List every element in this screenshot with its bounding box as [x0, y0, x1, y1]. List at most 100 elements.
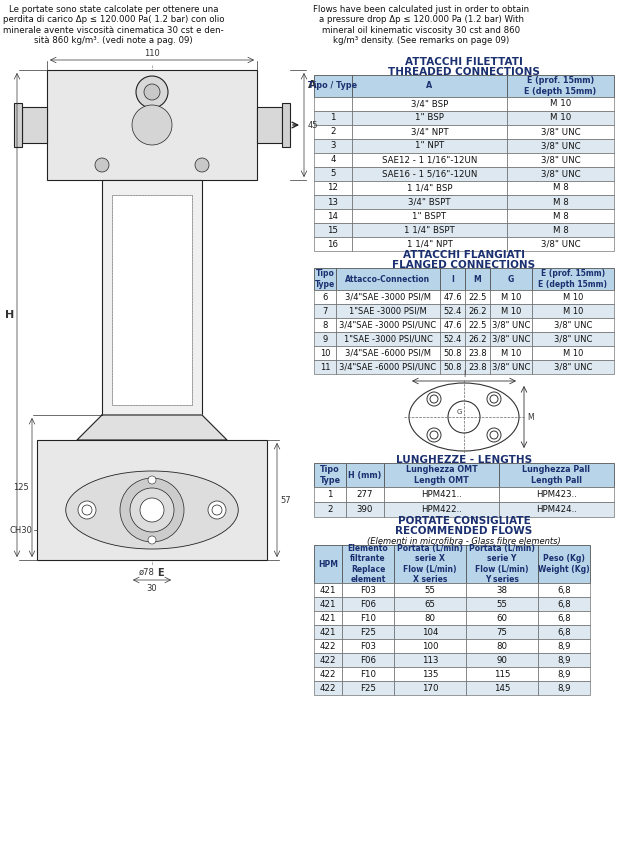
Text: I: I	[451, 274, 454, 284]
Bar	[532, 304, 614, 318]
Text: M 8: M 8	[552, 211, 569, 221]
Text: 6: 6	[323, 292, 328, 302]
Bar	[352, 75, 507, 97]
Bar	[490, 332, 532, 346]
Text: 5: 5	[330, 169, 336, 179]
Bar	[314, 653, 342, 667]
Text: G: G	[457, 409, 462, 415]
Text: 75: 75	[496, 628, 507, 636]
Text: THREADED CONNECTIONS: THREADED CONNECTIONS	[388, 67, 540, 77]
Text: 23.8: 23.8	[468, 349, 487, 357]
Text: Flows have been calculated just in order to obtain
a pressure drop Δp ≤ 120.000 : Flows have been calculated just in order…	[313, 5, 529, 45]
Text: 3/8" UNC: 3/8" UNC	[554, 363, 592, 372]
Bar	[37, 440, 267, 560]
Text: 1 1/4" BSPT: 1 1/4" BSPT	[404, 226, 455, 234]
Text: 15: 15	[328, 226, 339, 234]
Circle shape	[427, 392, 441, 406]
Bar	[342, 611, 394, 625]
Bar	[394, 545, 466, 583]
Bar	[352, 139, 507, 153]
Bar	[532, 290, 614, 304]
Text: 8,9: 8,9	[557, 656, 571, 664]
Bar	[466, 667, 538, 681]
Text: 3/8" UNC: 3/8" UNC	[492, 363, 530, 372]
Bar	[466, 625, 538, 639]
Bar	[314, 360, 336, 374]
Bar	[314, 545, 342, 583]
Text: 8,9: 8,9	[557, 683, 571, 693]
Text: 57: 57	[280, 496, 290, 504]
Bar	[102, 180, 202, 415]
Text: 3/4" BSP: 3/4" BSP	[411, 99, 448, 109]
Text: A: A	[308, 80, 316, 90]
Text: 8,9: 8,9	[557, 641, 571, 651]
Bar	[440, 360, 465, 374]
Text: 22.5: 22.5	[468, 292, 487, 302]
Bar	[352, 125, 507, 139]
Bar	[538, 611, 590, 625]
Bar	[342, 681, 394, 695]
Circle shape	[487, 392, 501, 406]
Text: 135: 135	[421, 669, 438, 679]
Text: 1: 1	[330, 114, 336, 122]
Bar	[440, 304, 465, 318]
Text: 8,9: 8,9	[557, 669, 571, 679]
Circle shape	[212, 505, 222, 515]
Bar	[346, 502, 384, 517]
Text: F06: F06	[360, 599, 376, 609]
Bar	[314, 639, 342, 653]
Bar	[466, 639, 538, 653]
Text: Tipo
Type: Tipo Type	[315, 269, 335, 289]
Circle shape	[148, 476, 156, 484]
Text: 47.6: 47.6	[443, 292, 462, 302]
Bar	[336, 268, 440, 290]
Bar	[507, 181, 614, 195]
Text: LUNGHEZZE - LENGTHS: LUNGHEZZE - LENGTHS	[396, 455, 532, 465]
Bar	[314, 332, 336, 346]
Bar	[346, 487, 384, 502]
Text: 3/4"SAE -3000 PSI/UNC: 3/4"SAE -3000 PSI/UNC	[339, 321, 436, 329]
Bar	[394, 597, 466, 611]
Text: SAE12 - 1 1/16"-12UN: SAE12 - 1 1/16"-12UN	[382, 156, 477, 164]
Text: 3/4"SAE -6000 PSI/UNC: 3/4"SAE -6000 PSI/UNC	[339, 363, 436, 372]
Bar	[465, 360, 490, 374]
Circle shape	[430, 395, 438, 403]
Bar	[384, 463, 499, 487]
Bar	[14, 103, 22, 147]
Text: Tipo / Type: Tipo / Type	[308, 81, 358, 91]
Bar	[507, 139, 614, 153]
Text: F10: F10	[360, 614, 376, 622]
Text: 3/4"SAE -3000 PSI/M: 3/4"SAE -3000 PSI/M	[345, 292, 431, 302]
Bar	[314, 97, 352, 111]
Bar	[532, 360, 614, 374]
Text: 115: 115	[494, 669, 510, 679]
Bar	[314, 223, 352, 237]
Text: A: A	[426, 81, 433, 91]
Bar	[314, 346, 336, 360]
Text: ATTACCHI FLANGIATI: ATTACCHI FLANGIATI	[403, 250, 525, 260]
Text: 60: 60	[496, 614, 507, 622]
Text: 2: 2	[328, 505, 332, 514]
Text: 50.8: 50.8	[443, 349, 462, 357]
Bar	[314, 583, 342, 597]
Text: 14: 14	[328, 211, 339, 221]
Bar	[314, 167, 352, 181]
Text: Tipo
Type: Tipo Type	[320, 465, 341, 485]
Bar	[336, 332, 440, 346]
Text: M 10: M 10	[550, 99, 571, 109]
Bar	[440, 318, 465, 332]
Text: ø78: ø78	[139, 568, 155, 577]
Text: 422: 422	[320, 669, 336, 679]
Text: 113: 113	[421, 656, 438, 664]
Bar	[507, 153, 614, 167]
Text: 3/8" UNC: 3/8" UNC	[554, 321, 592, 329]
Text: 1" NPT: 1" NPT	[415, 141, 444, 150]
Bar	[507, 125, 614, 139]
Bar	[314, 463, 346, 487]
Bar	[538, 625, 590, 639]
Text: 1" BSPT: 1" BSPT	[412, 211, 447, 221]
Text: HPM423..: HPM423..	[536, 490, 577, 499]
Bar	[314, 667, 342, 681]
Bar	[490, 304, 532, 318]
Text: (Elementi in microfibra - Glass fibre elements): (Elementi in microfibra - Glass fibre el…	[367, 536, 561, 545]
